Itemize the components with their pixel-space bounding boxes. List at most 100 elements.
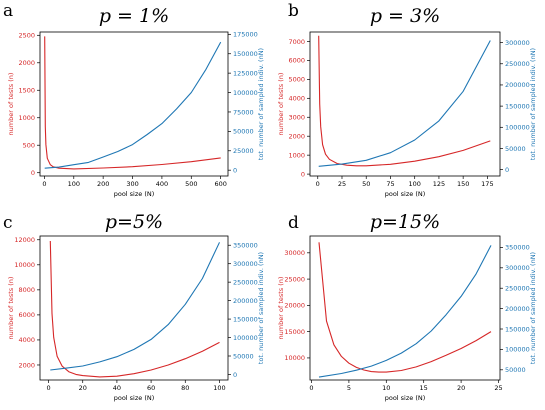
y-left-tick-label: 0 (31, 169, 35, 177)
x-tick-label: 125 (433, 180, 445, 188)
x-axis-label: pool size (N) (114, 394, 155, 402)
y-right-tick-label: 50000 (505, 366, 526, 374)
series-line-tests (44, 36, 221, 170)
x-tick-label: 40 (113, 384, 121, 392)
series-line-sampled (44, 41, 222, 169)
series-line-sampled (318, 40, 491, 167)
y-right-tick-label: 150000 (233, 50, 258, 58)
y-right-tick-label: 50000 (505, 145, 526, 153)
y-left-tick-label: 20000 (284, 302, 305, 310)
x-tick-label: 20 (79, 384, 87, 392)
y-right-axis-label: tot. number of sampled indiv. (nN) (257, 252, 265, 364)
y-right-tick-label: 300000 (505, 39, 530, 47)
y-right-axis-label: tot. number of sampled indiv. (nN) (529, 252, 537, 364)
y-left-tick-label: 5000 (288, 76, 305, 84)
x-axis-label: pool size (N) (114, 190, 155, 198)
y-left-tick-label: 10000 (14, 261, 35, 269)
y-right-tick-label: 0 (233, 371, 237, 379)
x-tick-label: 500 (185, 180, 197, 188)
x-tick-label: 100 (68, 180, 80, 188)
y-left-tick-label: 30000 (284, 249, 305, 257)
y-left-tick-label: 2500 (18, 32, 35, 40)
y-right-tick-label: 75000 (233, 108, 254, 116)
y-right-tick-label: 150000 (505, 325, 530, 333)
y-left-tick-label: 0 (301, 170, 305, 178)
x-tick-label: 300 (126, 180, 138, 188)
y-left-tick-label: 2000 (18, 361, 35, 369)
y-right-tick-label: 200000 (505, 305, 530, 313)
panel-title: p = 3% (370, 5, 440, 27)
x-tick-label: 25 (494, 384, 502, 392)
y-left-tick-label: 8000 (18, 286, 35, 294)
panel-letter: d (288, 213, 299, 233)
y-left-axis-label: number of tests (n) (277, 73, 285, 136)
y-right-tick-label: 350000 (233, 242, 258, 250)
y-left-axis-label: number of tests (n) (277, 277, 285, 340)
y-right-tick-label: 25000 (233, 147, 254, 155)
x-tick-label: 20 (457, 384, 465, 392)
y-right-tick-label: 125000 (233, 69, 258, 77)
y-left-tick-label: 6000 (18, 311, 35, 319)
series-line-tests (318, 242, 492, 373)
plot-frame (309, 31, 501, 177)
y-left-tick-label: 12000 (14, 236, 35, 244)
panel-letter: b (288, 1, 299, 21)
y-left-axis-label: number of tests (n) (7, 277, 15, 340)
y-right-tick-label: 50000 (233, 128, 254, 136)
y-right-tick-label: 200000 (505, 81, 530, 89)
y-left-tick-label: 3000 (288, 114, 305, 122)
panel-letter: a (3, 1, 13, 21)
x-tick-label: 100 (408, 180, 420, 188)
y-left-tick-label: 6000 (288, 57, 305, 65)
x-tick-label: 100 (213, 384, 225, 392)
x-axis-label: pool size (N) (385, 190, 426, 198)
x-tick-label: 15 (420, 384, 428, 392)
y-left-tick-label: 1000 (288, 151, 305, 159)
y-right-tick-label: 350000 (505, 244, 530, 252)
y-left-tick-label: 2000 (18, 59, 35, 67)
y-left-tick-label: 500 (23, 142, 35, 150)
y-left-axis-label: number of tests (n) (7, 73, 15, 136)
y-right-axis-label: tot. number of sampled indiv. (nN) (257, 48, 265, 160)
x-tick-label: 0 (316, 180, 320, 188)
y-right-tick-label: 200000 (233, 297, 258, 305)
y-right-tick-label: 50000 (233, 352, 254, 360)
x-tick-label: 5 (347, 384, 351, 392)
panel-letter: c (3, 213, 13, 233)
x-tick-label: 75 (386, 180, 394, 188)
y-left-tick-label: 25000 (284, 275, 305, 283)
series-line-tests (49, 240, 220, 378)
series-line-tests (318, 35, 491, 167)
y-right-tick-label: 250000 (505, 60, 530, 68)
x-axis-label: pool size (N) (385, 394, 426, 402)
y-left-tick-label: 1500 (18, 87, 35, 95)
panel-title: p=5% (105, 211, 163, 233)
x-tick-label: 60 (147, 384, 155, 392)
y-right-tick-label: 100000 (233, 89, 258, 97)
y-right-tick-label: 150000 (505, 102, 530, 110)
y-right-tick-label: 175000 (233, 31, 258, 39)
y-right-tick-label: 250000 (505, 285, 530, 293)
y-left-tick-label: 1000 (18, 114, 35, 122)
x-tick-label: 400 (156, 180, 168, 188)
x-tick-label: 25 (338, 180, 346, 188)
y-right-tick-label: 100000 (505, 124, 530, 132)
x-tick-label: 600 (214, 180, 226, 188)
plot-frame (39, 31, 229, 177)
x-tick-label: 10 (382, 384, 390, 392)
plot-frame (309, 235, 501, 381)
panel-title: p = 1% (99, 5, 169, 27)
y-left-tick-label: 7000 (288, 38, 305, 46)
y-right-tick-label: 300000 (505, 264, 530, 272)
plot-frame (39, 235, 229, 381)
y-right-tick-label: 0 (233, 166, 237, 174)
y-left-tick-label: 4000 (18, 336, 35, 344)
y-left-tick-label: 15000 (284, 328, 305, 336)
y-left-tick-label: 4000 (288, 95, 305, 103)
x-tick-label: 175 (481, 180, 493, 188)
x-tick-label: 150 (457, 180, 469, 188)
y-left-tick-label: 2000 (288, 133, 305, 141)
y-right-tick-label: 100000 (505, 346, 530, 354)
y-right-tick-label: 0 (505, 166, 509, 174)
